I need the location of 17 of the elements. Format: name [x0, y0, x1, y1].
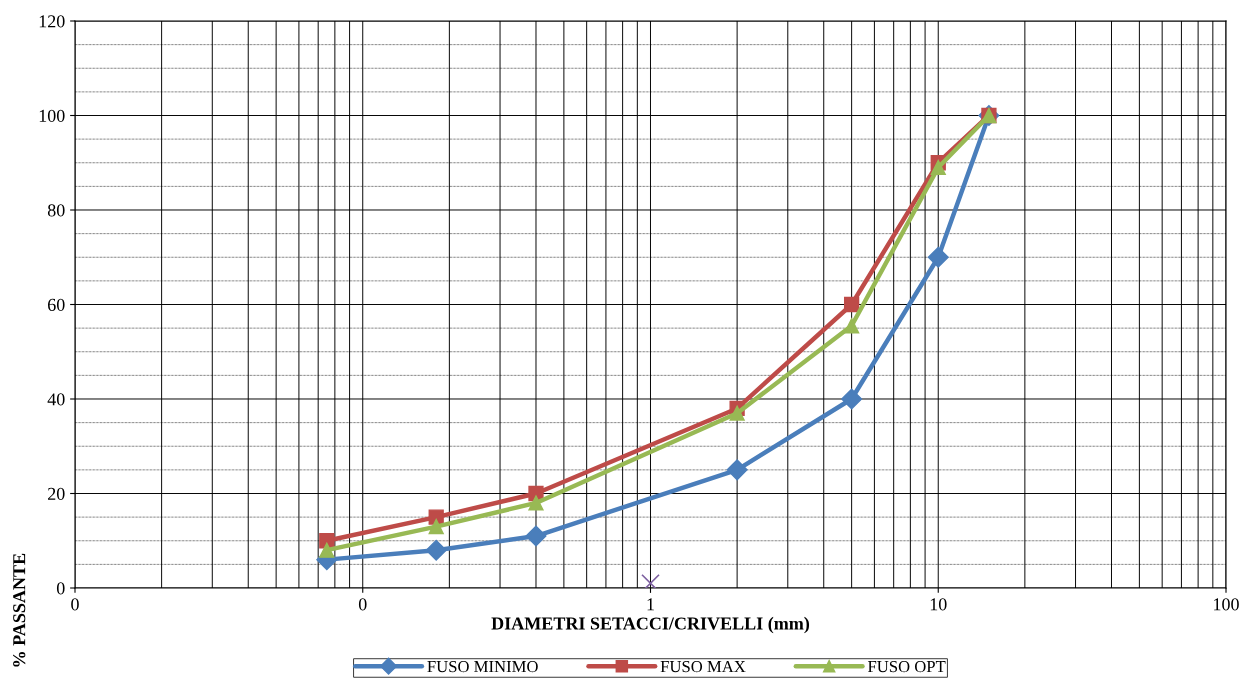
legend-label: FUSO OPT: [867, 661, 946, 673]
legend-label: FUSO MAX: [660, 661, 746, 673]
y-tick-label: 20: [48, 487, 65, 500]
y-tick-label: 0: [56, 582, 65, 595]
x-tick-label: 1: [647, 598, 654, 611]
x-tick-label: 10: [930, 598, 947, 611]
y-tick-label: 80: [47, 204, 65, 217]
y-tick-label: 60: [48, 298, 65, 311]
y-tick-label: 120: [39, 15, 65, 28]
y-tick-label: 40: [47, 393, 65, 406]
legend-label: FUSO MINIMO: [427, 661, 538, 673]
x-tick-label: 0: [358, 598, 367, 611]
x-tick-label: 0: [71, 598, 79, 611]
x-axis-title: DIAMETRI SETACCI/CRIVELLI (mm): [491, 616, 810, 634]
x-tick-label: 100: [1214, 598, 1239, 611]
y-tick-label: 100: [39, 109, 65, 122]
y-axis-title: % PASSANTE: [13, 553, 26, 667]
